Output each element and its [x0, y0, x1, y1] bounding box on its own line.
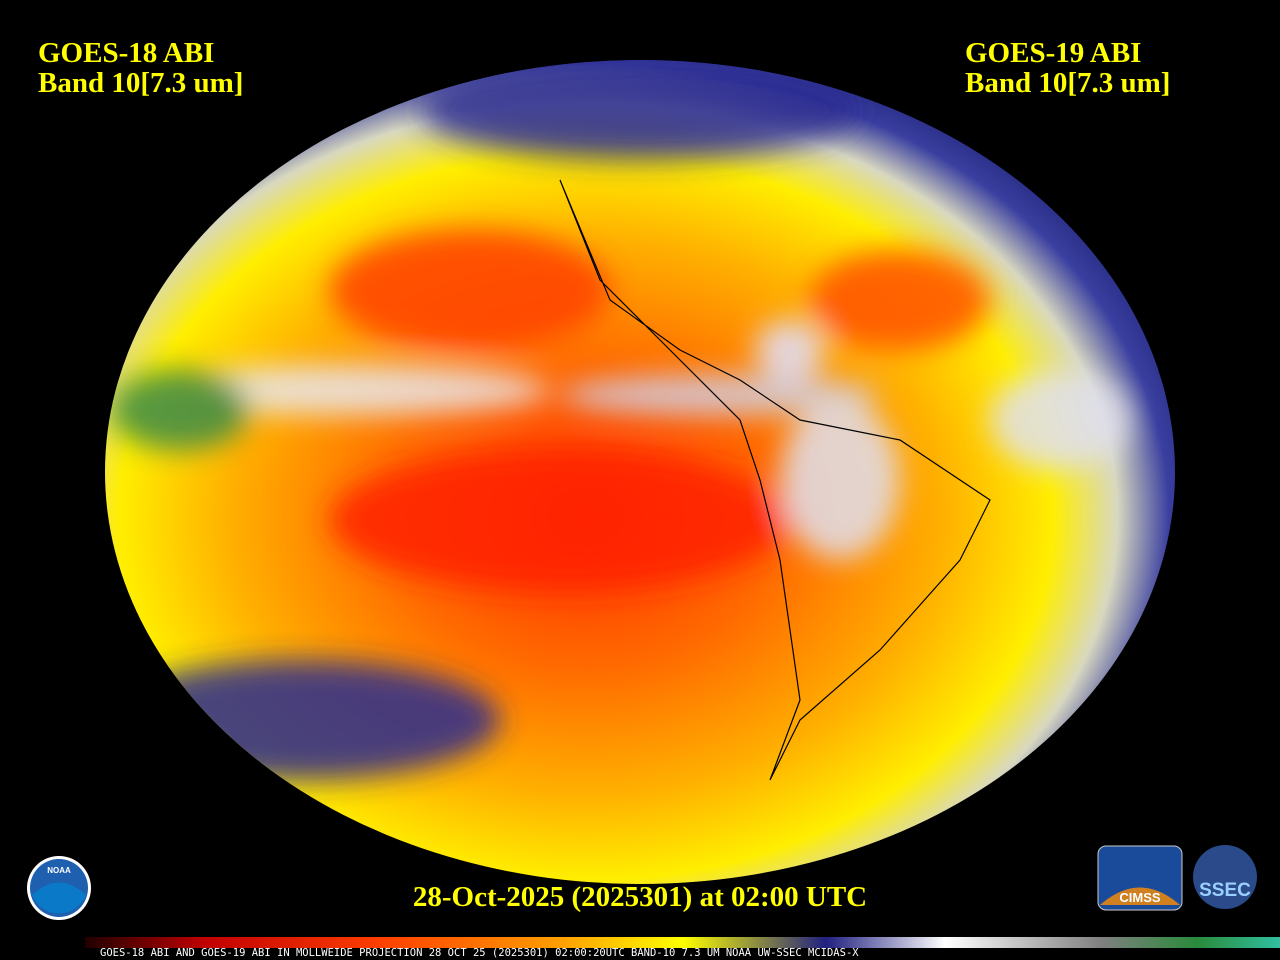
cimss-label: CIMSS [1119, 890, 1161, 905]
color-bar [85, 937, 1280, 948]
timestamp: 28-Oct-2025 (2025301) at 02:00 UTC [413, 881, 867, 913]
ssec-label: SSEC [1199, 880, 1251, 901]
ssec-logo: SSEC [1193, 845, 1257, 909]
noaa-logo: NOAA [27, 856, 91, 920]
right-subtitle: Band 10[7.3 um] [965, 67, 1170, 99]
earth-disk [105, 60, 1175, 884]
right-title: GOES-19 ABI [965, 37, 1141, 69]
footer-caption: GOES-18 ABI AND GOES-19 ABI IN MOLLWEIDE… [100, 947, 859, 959]
cimss-logo: CIMSS [1097, 845, 1183, 911]
left-title: GOES-18 ABI [38, 37, 214, 69]
left-subtitle: Band 10[7.3 um] [38, 67, 243, 99]
continent-outline [559, 179, 991, 781]
noaa-label: NOAA [47, 866, 71, 875]
